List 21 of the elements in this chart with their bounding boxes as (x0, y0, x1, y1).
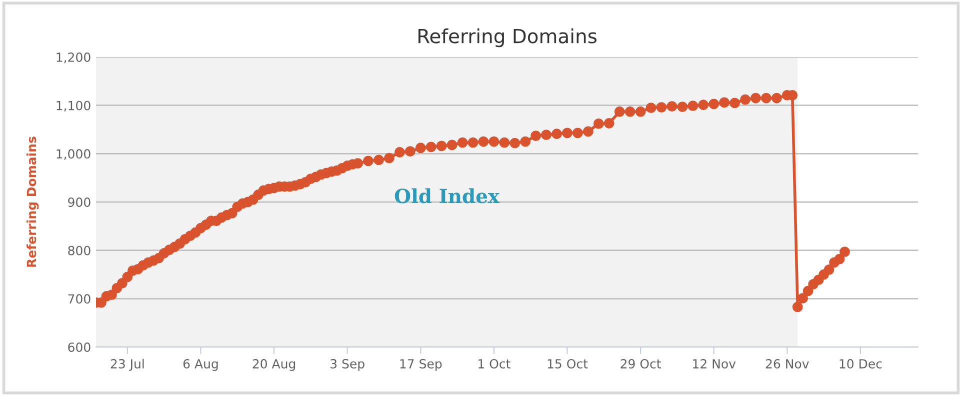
x-tick-label: 10 Dec (840, 359, 882, 368)
y-tick-label: 800 (68, 246, 90, 256)
x-tick-label: 12 Nov (693, 359, 736, 368)
x-tick-label: 15 Oct (548, 359, 588, 368)
x-tick-label: 3 Sep (330, 359, 364, 371)
x-tick-label: 20 Aug (252, 359, 296, 371)
band-label: Old Index (394, 188, 500, 204)
y-axis-title: Referring Domains (26, 136, 39, 267)
x-tick-label: 26 Nov (766, 359, 809, 368)
y-tick-label: 1,200 (56, 52, 90, 64)
y-tick-label: 600 (68, 342, 90, 352)
y-tick-label: 900 (68, 197, 90, 207)
x-tick-label: 23 Jul (110, 358, 144, 371)
y-tick-label: 1,000 (56, 149, 90, 160)
x-tick-label: 17 Sep (400, 359, 442, 371)
x-tick-label: 1 Oct (478, 359, 510, 368)
x-tick-label: 6 Aug (183, 359, 218, 371)
y-tick-label: 700 (68, 294, 90, 304)
chart-title: Referring Domains (418, 28, 597, 48)
y-tick-label: 1,100 (56, 100, 90, 112)
x-tick-label: 29 Oct (620, 359, 661, 368)
